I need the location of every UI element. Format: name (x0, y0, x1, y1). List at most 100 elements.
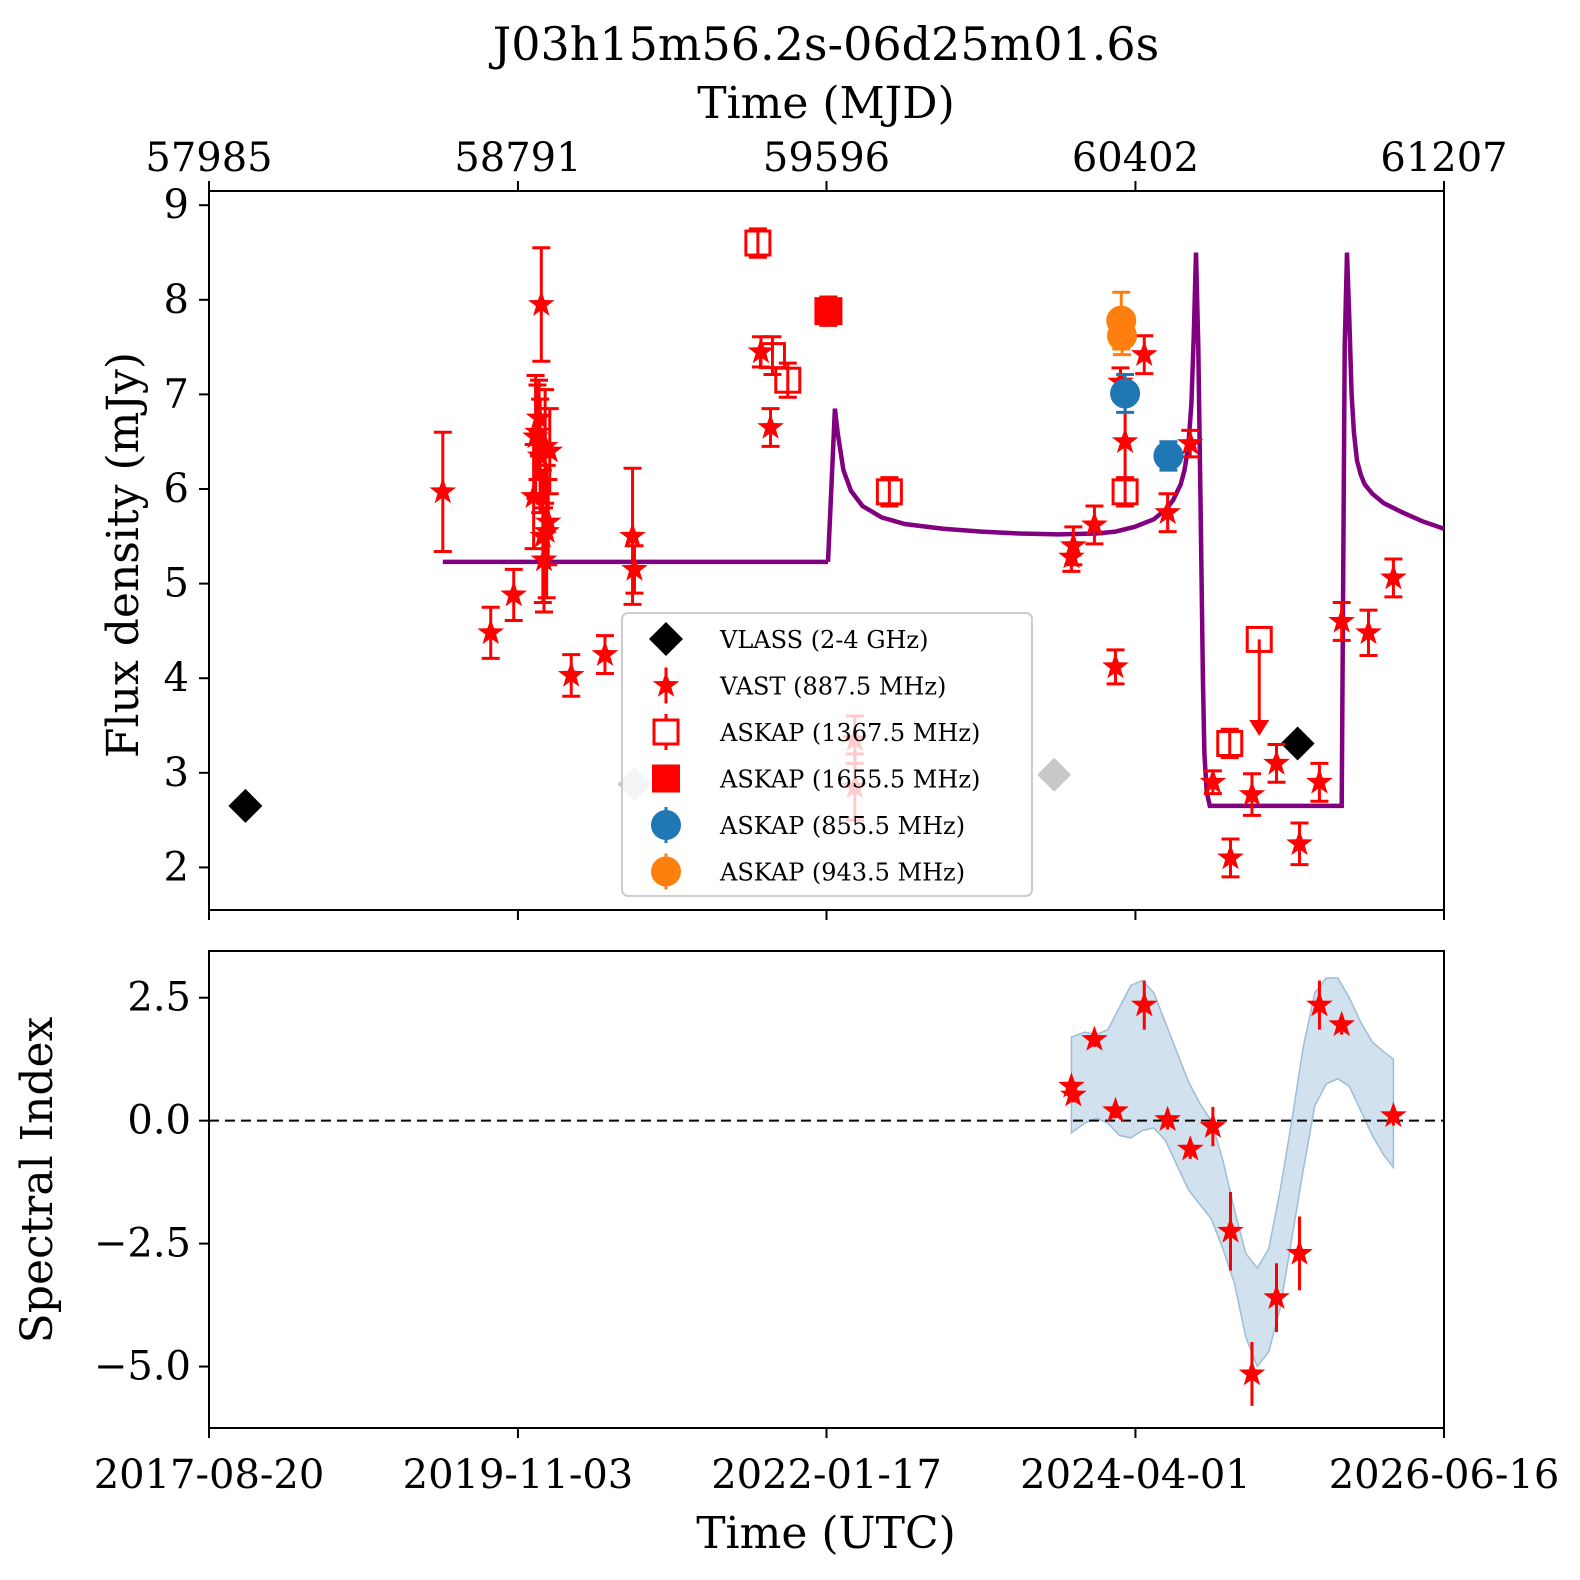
askap943-point (1107, 320, 1138, 351)
vast-point (1380, 563, 1407, 590)
askap855-point (1153, 440, 1184, 471)
legend-marker-askap1655 (652, 764, 680, 793)
bottom-x-axis-label: Time (UTC) (696, 1508, 956, 1559)
vast-point (536, 437, 564, 463)
vlass-point (1037, 757, 1072, 792)
bottom-x-tick-label: 2022-01-17 (711, 1452, 942, 1498)
flux-y-tick-label: 9 (164, 182, 189, 228)
spectral-point (1263, 1283, 1290, 1309)
vast-point (1263, 749, 1290, 775)
vast-point (1176, 429, 1204, 455)
top-x-tick-label: 58791 (454, 135, 581, 181)
spectral-point (1328, 1010, 1355, 1037)
vast-point (1306, 768, 1333, 794)
vast-point (1217, 844, 1244, 870)
top-x-tick-label: 60402 (1072, 135, 1199, 181)
spectral-panel-axes: 2017-08-20 2019-11-03 2022-01-17 2024-04-01… (94, 950, 1560, 1498)
spectral-point (1058, 1072, 1085, 1098)
spectral-point (1060, 1081, 1087, 1107)
spectral-y-tick-label: −5.0 (94, 1344, 191, 1390)
vast-point (619, 522, 646, 548)
spectral-y-tick-label: 2.5 (127, 975, 191, 1021)
bottom-x-tick-label: 2026-06-16 (1329, 1452, 1560, 1498)
askap1367-point (744, 229, 772, 257)
vast-point (557, 661, 585, 687)
askap1367-upper-limit-arrow (1249, 720, 1270, 737)
vast-point (500, 581, 527, 607)
vast-point (533, 517, 560, 543)
flux-y-tick-label: 5 (164, 561, 189, 607)
legend: VLASS (2-4 GHz) VAST (887.5 MHz) ASKAP (13… (621, 612, 1033, 897)
vast-point (621, 555, 648, 581)
vast-point (530, 546, 558, 572)
vast-point (1355, 618, 1382, 645)
askap1367-point (875, 478, 903, 506)
vast-point (1081, 511, 1108, 537)
top-x-tick-label: 61207 (1380, 135, 1507, 181)
vast-point (528, 290, 555, 316)
legend-label-askap943: ASKAP (943.5 MHz) (719, 859, 965, 887)
spectral-panel-plot (209, 977, 1444, 1406)
bottom-x-tick-label: 2017-08-20 (94, 1452, 325, 1498)
askap855-point (1110, 378, 1141, 409)
legend-label-vlass: VLASS (2-4 GHz) (719, 626, 928, 654)
askap1367-point (774, 366, 802, 394)
spectral-point (1102, 1096, 1129, 1123)
legend-label-askap855: ASKAP (855.5 MHz) (719, 812, 965, 840)
spectral-y-axis-label: Spectral Index (12, 1016, 63, 1343)
askap1367-point (758, 342, 786, 370)
spectral-point (1306, 991, 1333, 1017)
top-x-tick-label: 57985 (145, 135, 272, 181)
vast-point (524, 418, 551, 444)
flux-y-axis-label: Flux density (mJy) (98, 352, 149, 758)
spectral-point (1238, 1359, 1266, 1386)
bottom-x-tick-label: 2019-11-03 (403, 1452, 634, 1498)
spectral-point (1081, 1025, 1108, 1051)
vast-point (520, 482, 547, 508)
flux-y-tick-label: 2 (164, 844, 189, 890)
vast-point (591, 640, 619, 666)
legend-marker-vast (652, 671, 680, 697)
chart-title: J03h15m56.2s-06d25m01.6s (489, 17, 1159, 71)
askap1367-point (1245, 625, 1273, 653)
vast-point (1328, 607, 1355, 633)
askap1367-point (1216, 729, 1244, 757)
vast-point (534, 508, 562, 534)
vast-point (1154, 498, 1181, 524)
vlass-point (228, 788, 263, 823)
spectral-point (1217, 1217, 1244, 1243)
legend-marker-vlass (649, 622, 683, 656)
spectral-point (1130, 991, 1158, 1017)
top-x-axis-label: Time (MJD) (697, 78, 954, 129)
vast-point (429, 477, 457, 504)
vast-point (1111, 427, 1139, 453)
vast-point (757, 413, 784, 439)
legend-label-vast: VAST (887.5 MHz) (719, 673, 946, 701)
legend-marker-askap943 (651, 856, 681, 887)
spectral-y-tick-label: 0.0 (127, 1098, 191, 1144)
vast-point (1238, 780, 1266, 806)
spectral-point (1154, 1105, 1181, 1131)
spectral-point (1380, 1101, 1407, 1128)
model-curve (825, 252, 1444, 809)
spectral-point (1199, 1112, 1227, 1138)
legend-box (621, 612, 1033, 897)
legend-label-askap1655: ASKAP (1655.5 MHz) (719, 766, 980, 794)
vlass-point (1280, 726, 1315, 761)
spectral-y-tick-label: −2.5 (94, 1221, 191, 1267)
flux-y-tick-label: 3 (164, 750, 189, 796)
vast-point (531, 432, 559, 458)
vast-point (1130, 340, 1158, 366)
top-x-tick-label: 59596 (763, 135, 890, 181)
askap1367-point (1111, 478, 1139, 506)
vast-point (477, 618, 504, 645)
vast-point (1199, 768, 1227, 794)
vast-point (1102, 652, 1129, 679)
bottom-x-tick-label: 2024-04-01 (1020, 1452, 1251, 1498)
legend-marker-askap855 (651, 810, 681, 840)
legend-marker-askap1367 (652, 718, 680, 746)
spectral-point (1286, 1239, 1313, 1265)
flux-panel-axes: 57985 58791 59596 60402 61207 2 3 4 5 6 7 8 9 (145, 135, 1508, 920)
flux-y-tick-label: 4 (164, 655, 189, 701)
